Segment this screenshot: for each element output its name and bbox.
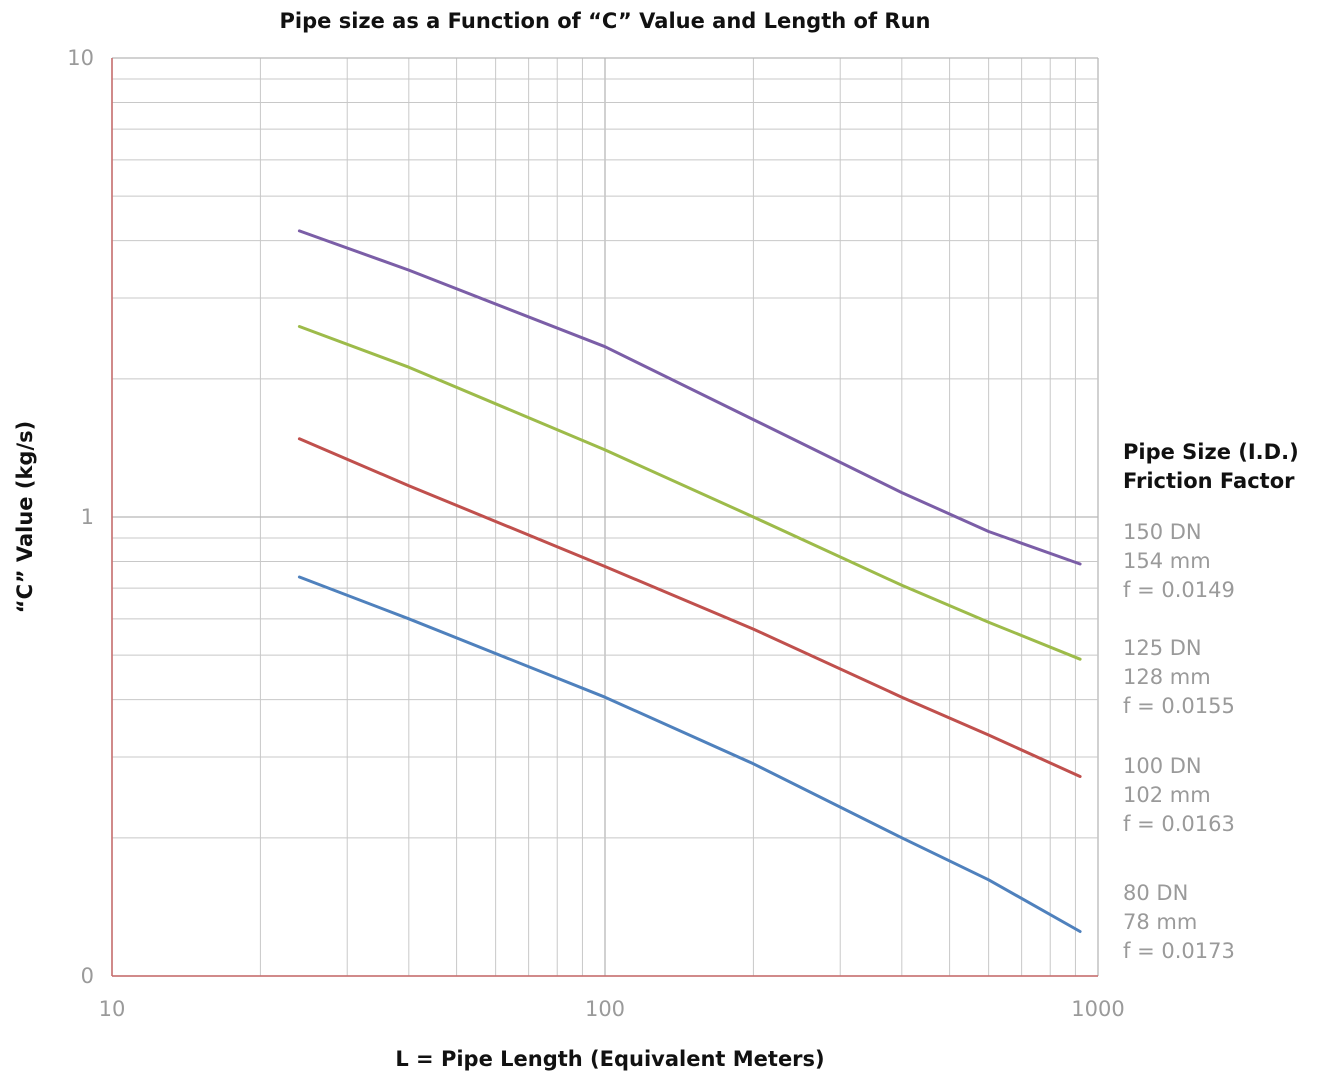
series-line-2 [297,325,1082,661]
y-tick-label: 10 [67,46,94,70]
series-line-1 [297,229,1082,566]
legend-entry-2: f = 0.0155 [1123,694,1235,718]
legend-entry-2: 128 mm [1123,665,1211,689]
legend-title-line: Friction Factor [1123,469,1295,493]
y-tick-label: 0 [81,964,94,988]
legend-entry-4: 78 mm [1123,910,1197,934]
legend-entry-1: f = 0.0149 [1123,578,1235,602]
legend-entry-3: 100 DN [1123,754,1202,778]
legend-entry-2: 125 DN [1123,636,1202,660]
y-tick-label: 1 [81,505,94,529]
legend: Pipe Size (I.D.) Friction Factor 150 DN 154… [1123,440,1299,963]
grid [111,57,1099,977]
legend-entry-4: f = 0.0173 [1123,939,1235,963]
x-tick-label: 1000 [1071,997,1124,1021]
y-axis-label: “C” Value (kg/s) [13,421,37,613]
x-tick-label: 10 [99,997,126,1021]
legend-title-line: Pipe Size (I.D.) [1123,440,1299,464]
x-tick-label: 100 [585,997,625,1021]
legend-entry-1: 154 mm [1123,549,1211,573]
legend-entry-1: 150 DN [1123,520,1202,544]
legend-entry-3: f = 0.0163 [1123,812,1235,836]
series-lines [297,229,1082,933]
legend-entry-4: 80 DN [1123,881,1188,905]
series-line-3 [297,437,1082,778]
legend-entry-3: 102 mm [1123,783,1211,807]
x-axis-label: L = Pipe Length (Equivalent Meters) [395,1047,824,1071]
chart-title: Pipe size as a Function of “C” Value and… [280,9,931,33]
series-line-4 [297,575,1082,933]
